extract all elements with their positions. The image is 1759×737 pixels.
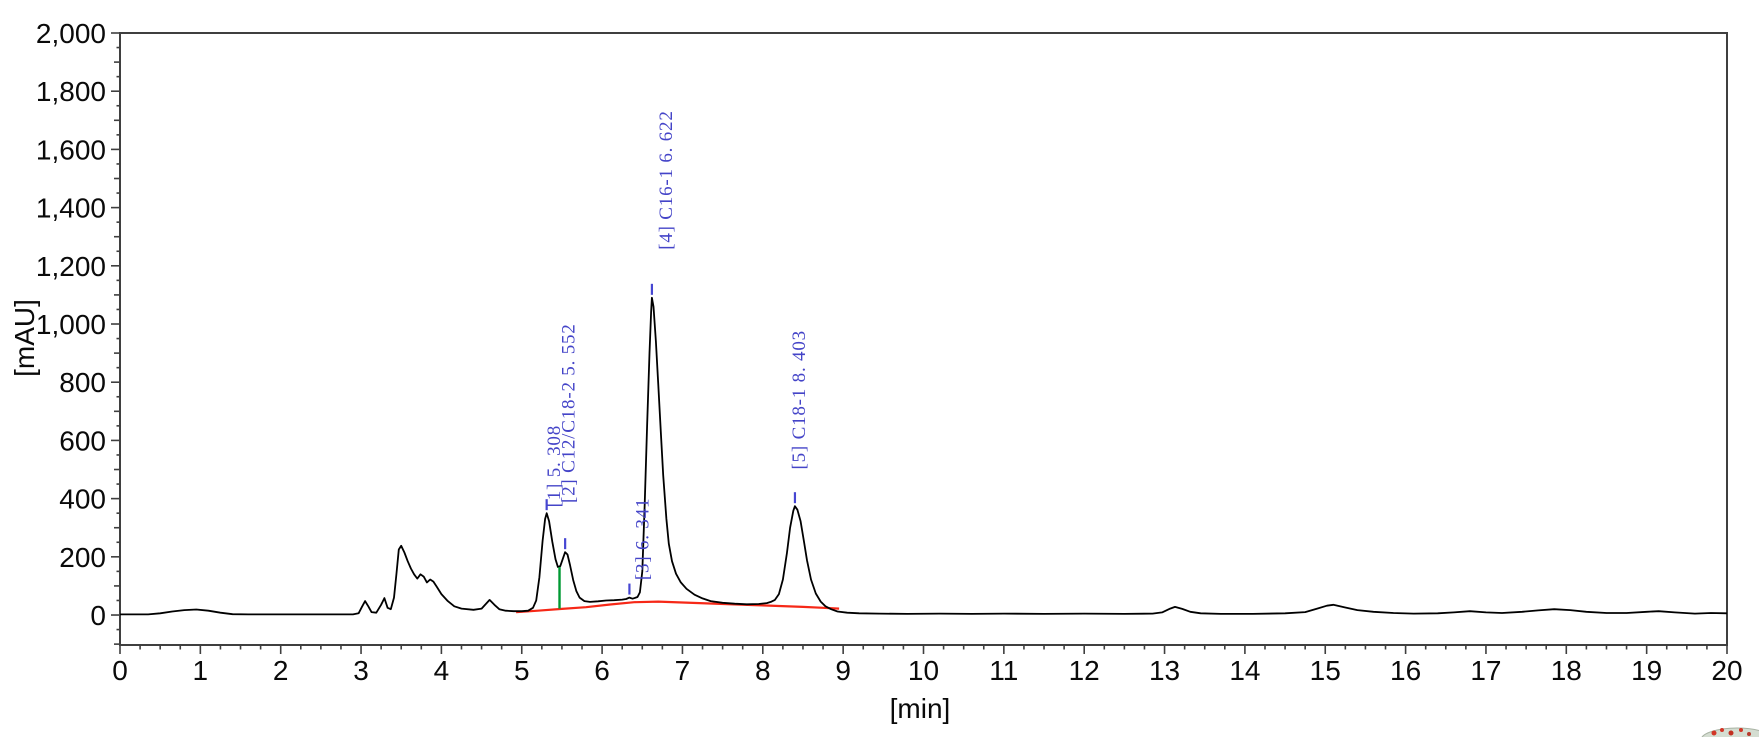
peak-label: [2] C12/C18-2 5. 552	[559, 323, 580, 503]
series	[120, 296, 1728, 616]
watermark-dot	[1747, 732, 1751, 736]
x-axis-tick-label: 1	[193, 655, 209, 686]
detector-trace	[120, 296, 1728, 616]
y-axis-tick-label: 800	[59, 367, 106, 398]
integration-baseline	[516, 600, 840, 614]
peak-label: [5] C18-1 8. 403	[789, 330, 810, 469]
watermark-dot	[1720, 728, 1724, 732]
peak-annotations: [1] 5. 308[2] C12/C18-2 5. 552 [3] 6. 341…	[544, 110, 810, 595]
x-axis-title: [min]	[890, 693, 951, 724]
y-axis-tick-label: 600	[59, 425, 106, 456]
x-axis-tick-label: 20	[1711, 655, 1742, 686]
y-axis-tick-label: 200	[59, 542, 106, 573]
x-axis-tick-label: 17	[1470, 655, 1501, 686]
watermark-dot	[1728, 730, 1734, 736]
x-axis-tick-label: 2	[273, 655, 289, 686]
y-axis-tick-label: 2,000	[36, 18, 106, 49]
x-axis-tick-label: 7	[675, 655, 691, 686]
peak-label: [4] C16-1 6. 622	[656, 110, 677, 249]
plot-border	[119, 32, 1728, 646]
x-axis-tick-label: 4	[434, 655, 450, 686]
x-axis-tick-label: 16	[1390, 655, 1421, 686]
y-axis-tick-label: 0	[90, 600, 106, 631]
x-axis-tick-label: 14	[1229, 655, 1260, 686]
watermark-dot	[1739, 728, 1743, 732]
y-axis-tick-label: 1,600	[36, 134, 106, 165]
x-axis-tick-label: 3	[353, 655, 369, 686]
peak-label: [1] 5. 308	[544, 425, 565, 507]
y-axis-tick-label: 1,400	[36, 193, 106, 224]
x-axis-tick-label: 18	[1551, 655, 1582, 686]
watermark-dot	[1711, 730, 1717, 736]
x-axis-tick-label: 15	[1310, 655, 1341, 686]
y-axis-title: [mAU]	[9, 299, 40, 377]
x-axis-tick-label: 0	[112, 655, 128, 686]
axes: 02004006008001,0001,2001,4001,6001,8002,…	[36, 18, 1743, 686]
peak-label: [3] 6. 341	[633, 498, 654, 580]
x-axis-tick-label: 11	[989, 655, 1018, 686]
y-axis-tick-label: 400	[59, 484, 106, 515]
corner-watermark	[1701, 727, 1759, 737]
x-axis-tick-label: 10	[908, 655, 939, 686]
x-axis-tick-label: 13	[1149, 655, 1180, 686]
x-axis-tick-label: 6	[594, 655, 610, 686]
y-axis-tick-label: 1,200	[36, 251, 106, 282]
x-axis-tick-label: 8	[755, 655, 771, 686]
x-axis-tick-label: 5	[514, 655, 530, 686]
y-axis-tick-label: 1,000	[36, 309, 106, 340]
x-axis-tick-label: 12	[1069, 655, 1100, 686]
x-axis-tick-label: 9	[835, 655, 851, 686]
x-axis-tick-label: 19	[1631, 655, 1662, 686]
y-axis-tick-label: 1,800	[36, 76, 106, 107]
